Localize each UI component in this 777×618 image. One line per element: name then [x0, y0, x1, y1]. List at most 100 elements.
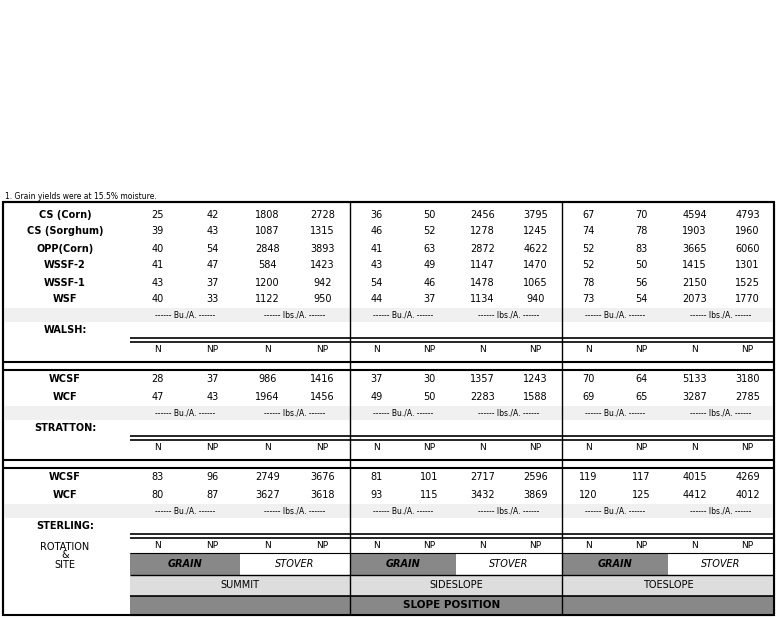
Text: 74: 74 — [582, 227, 594, 237]
Text: 1456: 1456 — [310, 392, 335, 402]
Text: 30: 30 — [423, 374, 436, 384]
Text: WSF: WSF — [53, 295, 77, 305]
Text: STRATTON:: STRATTON: — [34, 423, 96, 433]
Text: N: N — [154, 541, 161, 550]
Text: N: N — [479, 444, 486, 452]
Text: SLOPE POSITION: SLOPE POSITION — [403, 601, 500, 611]
Text: 41: 41 — [152, 261, 164, 271]
Text: 3893: 3893 — [310, 243, 335, 253]
Text: ------ lbs./A. ------: ------ lbs./A. ------ — [690, 310, 751, 320]
Text: 1588: 1588 — [523, 392, 548, 402]
Text: 70: 70 — [582, 374, 594, 384]
Text: 584: 584 — [258, 261, 277, 271]
Text: 2150: 2150 — [682, 277, 707, 287]
Text: N: N — [264, 345, 271, 355]
Text: 2749: 2749 — [255, 472, 280, 482]
Text: 1200: 1200 — [255, 277, 280, 287]
Text: 63: 63 — [423, 243, 436, 253]
Text: 25: 25 — [152, 210, 164, 219]
Text: 3287: 3287 — [682, 392, 707, 402]
Text: 67: 67 — [582, 210, 594, 219]
Text: ------ Bu./A. ------: ------ Bu./A. ------ — [585, 408, 645, 418]
Text: 1415: 1415 — [682, 261, 707, 271]
Text: 1065: 1065 — [523, 277, 548, 287]
Text: 81: 81 — [371, 472, 382, 482]
Bar — [350, 553, 456, 575]
Text: ------ Bu./A. ------: ------ Bu./A. ------ — [155, 408, 215, 418]
Text: ------ lbs./A. ------: ------ lbs./A. ------ — [479, 310, 540, 320]
Text: NP: NP — [423, 444, 436, 452]
Text: N: N — [264, 444, 271, 452]
Text: ------ Bu./A. ------: ------ Bu./A. ------ — [373, 507, 433, 515]
Text: 6060: 6060 — [735, 243, 760, 253]
Text: 1770: 1770 — [735, 295, 760, 305]
Text: 33: 33 — [207, 295, 218, 305]
Bar — [130, 553, 240, 575]
Text: 50: 50 — [636, 261, 648, 271]
Text: NP: NP — [741, 541, 754, 550]
Text: 36: 36 — [371, 210, 382, 219]
Text: 87: 87 — [207, 490, 218, 500]
Text: 78: 78 — [582, 277, 594, 287]
Text: 3180: 3180 — [735, 374, 760, 384]
Text: 1470: 1470 — [523, 261, 548, 271]
Text: 1960: 1960 — [735, 227, 760, 237]
Text: 2848: 2848 — [255, 243, 280, 253]
Text: 78: 78 — [636, 227, 648, 237]
Text: 69: 69 — [583, 392, 594, 402]
Text: 37: 37 — [207, 374, 218, 384]
Text: STOVER: STOVER — [490, 559, 528, 569]
Text: OPP(Corn): OPP(Corn) — [37, 243, 93, 253]
Text: 49: 49 — [423, 261, 436, 271]
Text: 46: 46 — [423, 277, 436, 287]
Text: N: N — [154, 444, 161, 452]
Text: 28: 28 — [152, 374, 164, 384]
Text: 940: 940 — [526, 295, 545, 305]
Text: ------ Bu./A. ------: ------ Bu./A. ------ — [155, 507, 215, 515]
Text: 96: 96 — [207, 472, 218, 482]
Bar — [562, 553, 668, 575]
Text: 43: 43 — [371, 261, 382, 271]
Bar — [3, 308, 774, 322]
Text: 1245: 1245 — [523, 227, 548, 237]
Text: NP: NP — [423, 541, 436, 550]
Text: N: N — [691, 444, 698, 452]
Text: ------ Bu./A. ------: ------ Bu./A. ------ — [373, 310, 433, 320]
Text: ------ lbs./A. ------: ------ lbs./A. ------ — [479, 507, 540, 515]
Text: ------ lbs./A. ------: ------ lbs./A. ------ — [264, 310, 326, 320]
Text: WSSF-2: WSSF-2 — [44, 261, 86, 271]
Text: 117: 117 — [632, 472, 651, 482]
Text: 50: 50 — [423, 210, 436, 219]
Text: 83: 83 — [636, 243, 647, 253]
Text: 1122: 1122 — [255, 295, 280, 305]
Text: 40: 40 — [152, 295, 164, 305]
Text: 950: 950 — [313, 295, 332, 305]
Text: 1964: 1964 — [256, 392, 280, 402]
Text: 3795: 3795 — [523, 210, 548, 219]
Text: SITE: SITE — [54, 559, 75, 570]
Text: NP: NP — [316, 444, 329, 452]
Text: 50: 50 — [423, 392, 436, 402]
Text: WCSF: WCSF — [49, 374, 81, 384]
Text: 39: 39 — [152, 227, 164, 237]
Text: 65: 65 — [636, 392, 648, 402]
Text: N: N — [264, 541, 271, 550]
Text: 1525: 1525 — [735, 277, 760, 287]
Text: 83: 83 — [152, 472, 164, 482]
Text: 56: 56 — [636, 277, 648, 287]
Text: 4793: 4793 — [735, 210, 760, 219]
Text: 3432: 3432 — [470, 490, 495, 500]
Text: NP: NP — [636, 345, 647, 355]
Text: 64: 64 — [636, 374, 647, 384]
Text: 43: 43 — [207, 392, 218, 402]
Text: 101: 101 — [420, 472, 439, 482]
Text: NP: NP — [636, 444, 647, 452]
Text: 37: 37 — [371, 374, 383, 384]
Text: ------ lbs./A. ------: ------ lbs./A. ------ — [264, 408, 326, 418]
Text: 1. Grain yields were at 15.5% moisture.: 1. Grain yields were at 15.5% moisture. — [5, 192, 157, 201]
Text: &: & — [61, 551, 69, 561]
Text: 1087: 1087 — [255, 227, 280, 237]
Text: N: N — [479, 541, 486, 550]
Text: GRAIN: GRAIN — [168, 559, 202, 569]
Text: 4015: 4015 — [682, 472, 707, 482]
